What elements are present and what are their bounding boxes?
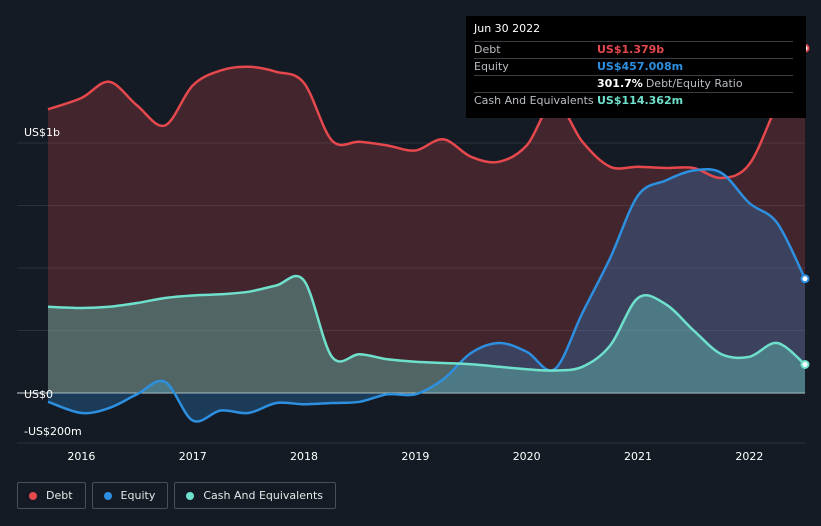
tooltip-ratio-value: 301.7% (597, 77, 643, 90)
legend: Debt Equity Cash And Equivalents (17, 482, 336, 509)
x-tick-2017: 2017 (179, 450, 207, 463)
tooltip-row-equity: Equity US$457.008m (474, 58, 793, 75)
y-label-zero: US$0 (24, 388, 53, 401)
gridlines (17, 142, 805, 444)
line-cash-and-equivalents (47, 274, 806, 372)
marker-equity (800, 274, 810, 284)
x-axis-ticks: 2016 2017 2018 2019 2020 2021 2022 (67, 450, 763, 463)
cash-dot-icon (186, 491, 195, 500)
legend-label-cash: Cash And Equivalents (203, 489, 323, 502)
series-lines (47, 47, 807, 423)
tooltip-ratio-suffix: Debt/Equity Ratio (645, 77, 743, 90)
marker-cash-and-equivalents (800, 360, 810, 369)
x-tick-2016: 2016 (67, 450, 95, 463)
tooltip-cash-value: US$114.362m (597, 94, 684, 107)
x-tick-2019: 2019 (401, 450, 429, 463)
tooltip-row-debt: Debt US$1.379b (474, 41, 793, 58)
tooltip-ratio-label (474, 76, 597, 92)
x-tick-2022: 2022 (735, 450, 763, 463)
area-cash-and-equivalents (48, 275, 805, 393)
debt-dot-icon (29, 491, 37, 500)
tooltip-date: Jun 30 2022 (474, 22, 541, 35)
line-debt (47, 47, 807, 180)
legend-item-equity[interactable]: Equity (91, 482, 169, 509)
equity-dot-icon (103, 491, 112, 500)
tooltip: Jun 30 2022 Debt US$1.379b Equity US$457… (466, 16, 806, 118)
y-label-bottom: -US$200m (24, 425, 82, 438)
tooltip-row-cash: Cash And Equivalents US$114.362m (474, 92, 793, 109)
area-debt (48, 48, 805, 394)
tooltip-debt-label: Debt (474, 43, 501, 56)
legend-item-debt[interactable]: Debt (17, 482, 86, 509)
tooltip-debt-value: US$1.379b (597, 43, 665, 56)
y-label-top: US$1b (24, 126, 60, 139)
x-tick-2021: 2021 (624, 450, 652, 463)
area-equity (48, 169, 805, 422)
x-tick-2018: 2018 (290, 450, 318, 463)
legend-item-cash[interactable]: Cash And Equivalents (174, 482, 336, 509)
line-equity (47, 168, 807, 423)
series-areas (48, 48, 805, 422)
tooltip-cash-label: Cash And Equivalents (474, 94, 594, 107)
tooltip-equity-label: Equity (474, 60, 509, 73)
x-tick-2020: 2020 (513, 450, 541, 463)
legend-label-debt: Debt (46, 489, 73, 502)
legend-label-equity: Equity (120, 489, 156, 502)
tooltip-equity-value: US$457.008m (597, 60, 684, 73)
tooltip-row-ratio: 301.7% Debt/Equity Ratio (474, 75, 793, 92)
